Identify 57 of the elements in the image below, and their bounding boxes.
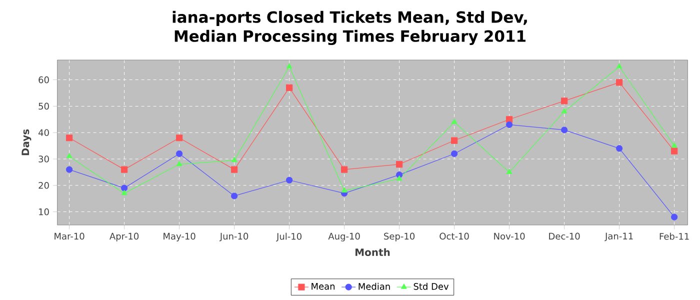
point	[506, 168, 512, 174]
y-tick-label: 50	[38, 102, 49, 110]
x-tick-label: Jan-11	[604, 232, 633, 242]
chart-title: iana-ports Closed Tickets Mean, Std Dev, Median Processing Times February 2011	[172, 10, 527, 46]
point	[66, 134, 73, 142]
point	[616, 63, 622, 68]
point	[671, 142, 678, 148]
point	[616, 145, 623, 152]
point	[176, 160, 182, 166]
point	[231, 157, 238, 162]
point	[506, 121, 513, 128]
y-tick-label: 40	[38, 129, 49, 136]
x-tick-label: Apr-10	[110, 232, 139, 242]
point	[121, 166, 128, 173]
x-tick-label: Oct-10	[440, 232, 469, 240]
point	[671, 214, 678, 220]
y-tick-label: 30	[38, 156, 49, 162]
x-tick-label: Sep-10	[384, 232, 415, 242]
y-tick-label: 20	[38, 182, 49, 189]
x-axis-title: Month	[356, 248, 390, 256]
x-tick-label: Mar-10	[54, 232, 84, 240]
x-tick-label: Dec-10	[549, 232, 580, 240]
legend-label: Median	[358, 282, 390, 290]
x-tick-label: Nov-10	[494, 232, 525, 240]
point	[341, 166, 348, 173]
point	[231, 166, 238, 173]
y-tick-label: 10	[39, 208, 49, 216]
point	[396, 160, 403, 168]
x-tick-label: Jul-10	[276, 232, 302, 242]
point	[451, 137, 458, 144]
point	[286, 63, 292, 68]
legend-label: Std Dev	[414, 282, 449, 290]
point	[561, 108, 568, 114]
point	[396, 175, 402, 181]
point	[616, 79, 623, 86]
x-tick-label: Feb-11	[660, 232, 689, 240]
point	[286, 176, 293, 184]
point	[671, 148, 678, 154]
point	[561, 126, 568, 134]
y-axis-title: Days	[22, 129, 32, 156]
point	[451, 150, 458, 158]
point	[66, 153, 72, 158]
point	[176, 134, 183, 142]
point	[176, 150, 183, 158]
x-tick-label: May-10	[164, 232, 196, 242]
point	[121, 184, 128, 192]
point	[66, 166, 73, 173]
point	[121, 190, 128, 196]
x-tick-label: Aug-10	[328, 232, 360, 242]
legend-label: Mean	[312, 283, 335, 290]
point	[561, 98, 568, 104]
y-tick-label: 60	[38, 76, 49, 84]
point	[286, 84, 293, 92]
point	[231, 192, 238, 200]
x-tick-label: Jun-10	[219, 232, 248, 242]
point	[451, 118, 458, 124]
point	[341, 187, 348, 192]
